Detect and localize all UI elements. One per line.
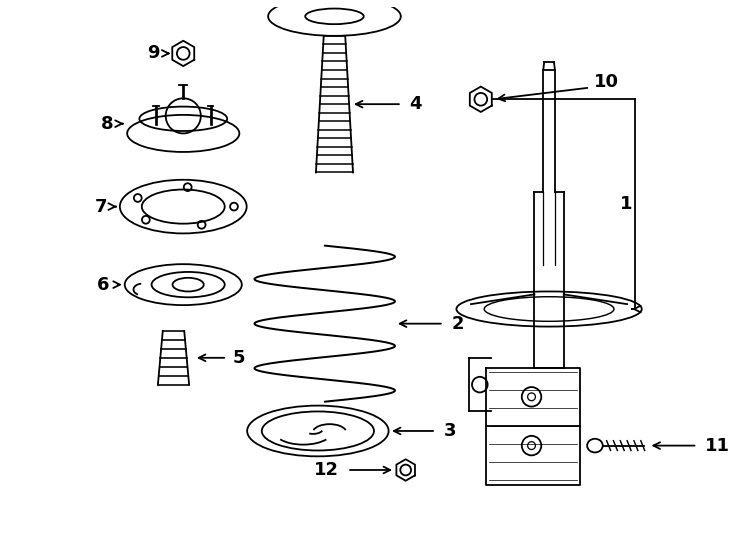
Text: 4: 4 (410, 95, 422, 113)
Text: 8: 8 (101, 114, 114, 133)
Text: 5: 5 (233, 349, 245, 367)
Text: 1: 1 (619, 195, 632, 213)
Text: 9: 9 (148, 44, 160, 63)
Text: 2: 2 (451, 315, 464, 333)
Text: 12: 12 (314, 461, 339, 479)
Text: 7: 7 (95, 198, 107, 215)
Text: 11: 11 (705, 437, 730, 455)
Text: 3: 3 (444, 422, 457, 440)
Text: 6: 6 (97, 275, 109, 294)
Text: 10: 10 (594, 73, 619, 91)
